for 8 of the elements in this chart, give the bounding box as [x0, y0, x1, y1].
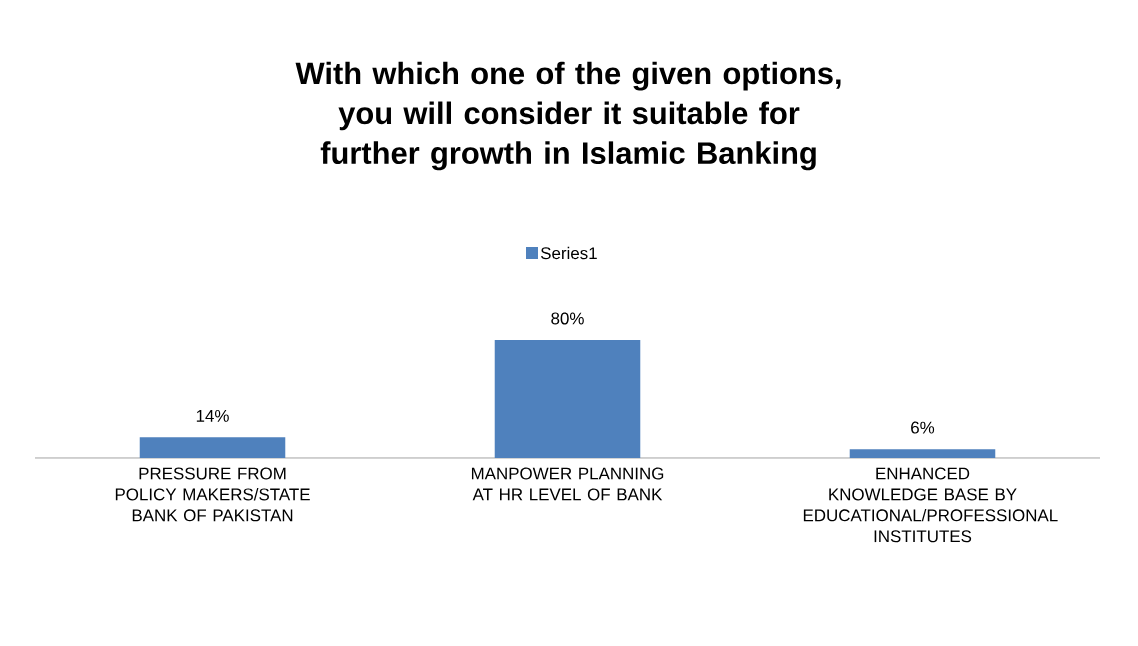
legend-label: Series1 — [540, 246, 597, 260]
data-label: 6% — [911, 421, 935, 434]
x-tick-label: ENHANCED KNOWLEDGE BASE BY EDUCATIONAL/PROFESSIONAL INSTITUTES — [803, 467, 1058, 543]
x-tick-label: MANPOWER PLANNING AT HR LEVEL OF BANK — [471, 467, 664, 501]
data-label: 14% — [196, 409, 229, 422]
chart-title: With which one of the given options, you will consider it suitable for further growth in Islamic Banking — [295, 61, 841, 171]
x-tick-label: PRESSURE FROM POLICY MAKERS/STATE BANK OF PAKISTAN — [115, 467, 310, 522]
data-label: 80% — [551, 312, 584, 325]
